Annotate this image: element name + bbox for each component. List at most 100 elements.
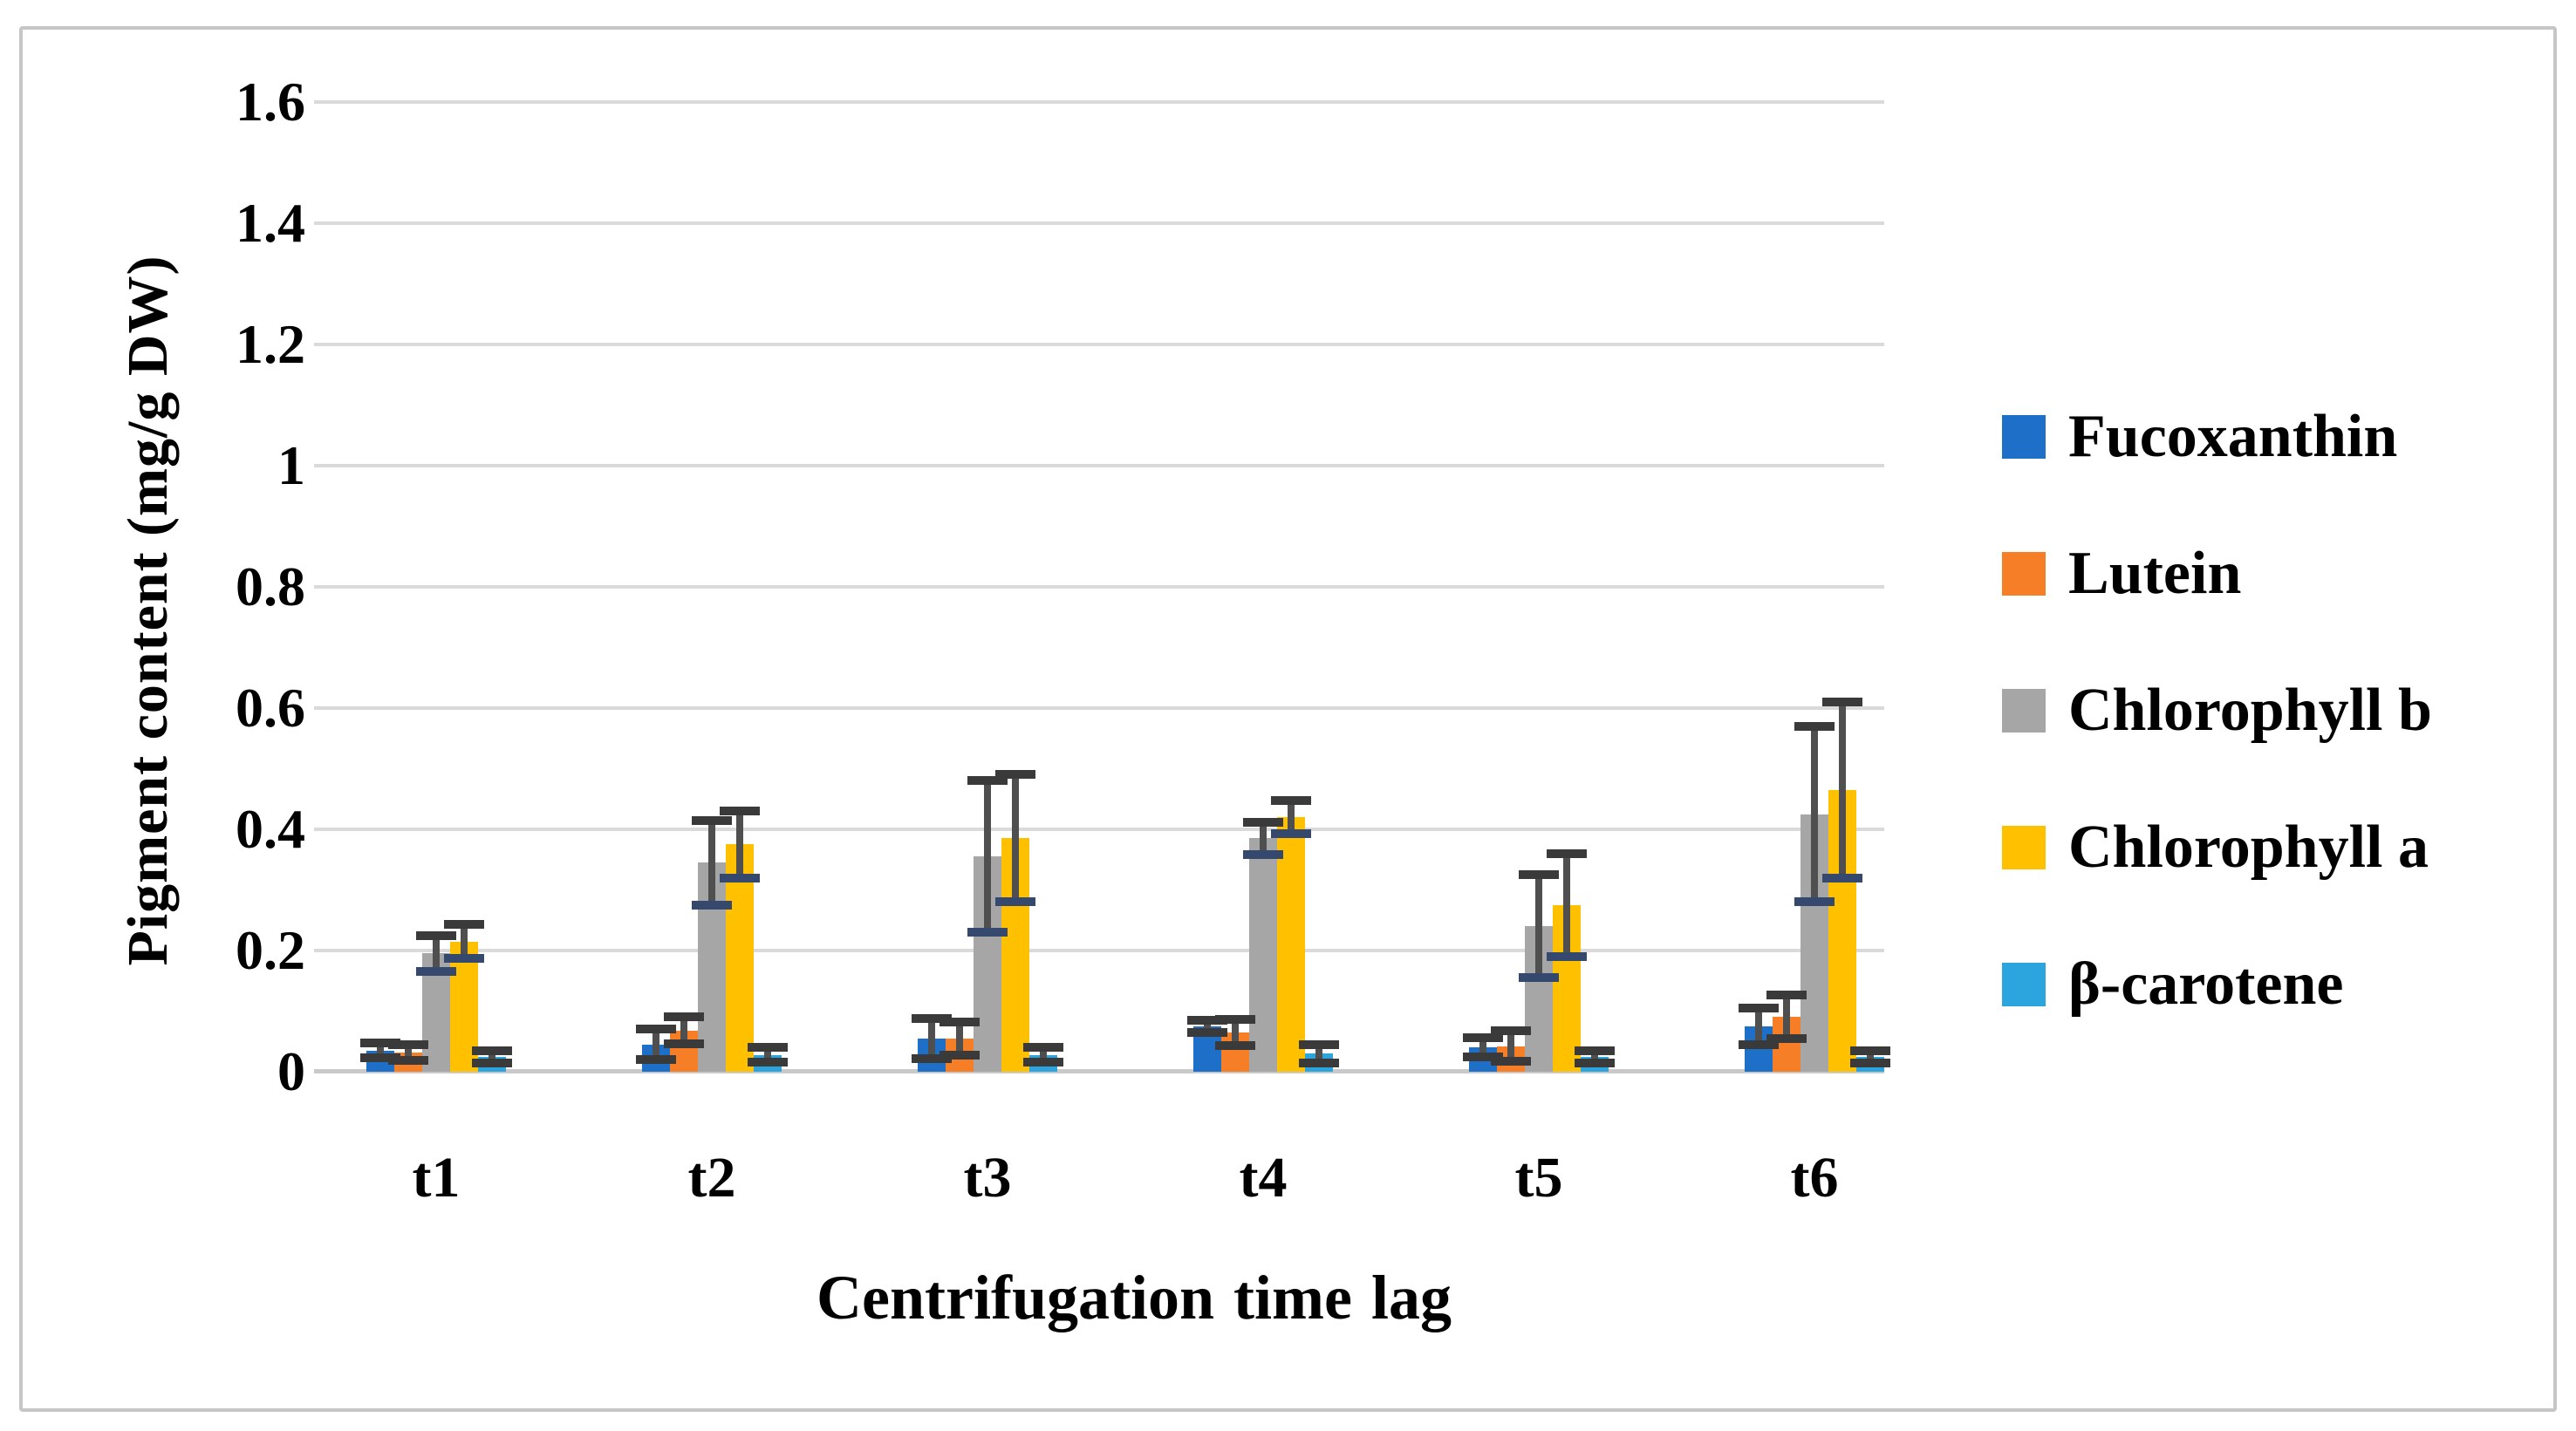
error-bar-fucoxanthin-t5 [1479,1038,1486,1058]
error-cap-lower [748,1057,788,1066]
error-cap-lower [664,1039,704,1049]
error-cap-lower [1822,873,1862,882]
legend-swatch-beta-carotene [2002,963,2046,1006]
error-cap-lower [444,954,484,964]
error-bar-chlorophyll-b-t2 [708,820,715,905]
bar-group-t5 [1463,102,1615,1072]
error-cap-lower [1023,1057,1063,1066]
error-cap-upper [416,930,456,940]
gridline [314,949,1884,952]
error-bar-chlorophyll-b-t4 [1260,822,1267,855]
x-tick-label-t6: t6 [1790,1146,1839,1210]
error-cap-upper [1766,991,1807,1000]
error-cap-lower [1215,1041,1255,1051]
error-cap-lower [1739,1039,1779,1049]
error-bar-chlorophyll-a-t3 [1012,774,1019,903]
bar-group-t6 [1739,102,1890,1072]
error-cap-lower [472,1058,512,1067]
error-cap-upper [1271,796,1311,806]
error-cap-upper [472,1046,512,1055]
error-cap-lower [636,1055,676,1065]
error-cap-lower [1519,973,1559,983]
y-tick-label: 1.6 [236,71,305,133]
error-bar-lutein-t1 [405,1044,412,1060]
bar-chlorophyll-a-t2 [726,844,754,1072]
error-cap-upper [1519,870,1559,880]
legend-item-lutein: Lutein [2002,540,2432,608]
y-tick-label: 0.6 [236,677,305,739]
error-bar-chlorophyll-b-t1 [433,935,440,972]
legend-label-beta-carotene: β-carotene [2068,951,2344,1018]
error-cap-lower [692,900,732,910]
error-cap-lower [1463,1053,1503,1062]
y-tick-label: 1.2 [236,313,305,375]
error-cap-lower [1850,1058,1890,1067]
error-cap-upper [1822,698,1862,707]
legend-label-chlorophyll-a: Chlorophyll a [2068,814,2429,881]
bar-chlorophyll-a-t4 [1277,817,1305,1072]
bar-group-t2 [636,102,788,1072]
error-cap-upper [664,1012,704,1022]
error-bar-fucoxanthin-t1 [377,1043,384,1059]
y-tick-label: 0.4 [236,798,305,860]
legend-item-chlorophyll-b: Chlorophyll b [2002,677,2432,745]
error-bar-chlorophyll-b-t5 [1535,875,1542,978]
x-tick-label-t5: t5 [1514,1146,1563,1210]
error-cap-lower [1243,849,1283,859]
error-bar-lutein-t3 [956,1022,963,1055]
error-cap-lower [1271,828,1311,838]
legend-item-fucoxanthin: Fucoxanthin [2002,403,2432,471]
error-cap-upper [1794,721,1835,731]
gridline [314,706,1884,710]
error-cap-upper [940,1018,980,1027]
gridline [314,464,1884,467]
y-axis-tick-labels: 0 0.2 0.4 0.6 0.8 1 1.2 1.4 1.6 [0,74,305,1100]
error-cap-lower [388,1055,428,1065]
legend: Fucoxanthin Lutein Chlorophyll b Chlorophyl… [2002,403,2432,1019]
error-bar-beta-carotene-t3 [1040,1047,1047,1062]
error-cap-upper [1739,1004,1779,1013]
error-bar-fucoxanthin-t3 [928,1018,935,1059]
error-cap-upper [692,815,732,825]
error-cap-upper [388,1039,428,1049]
error-bar-lutein-t5 [1507,1031,1514,1062]
error-cap-upper [1187,1015,1227,1025]
gridline [314,100,1884,104]
error-bar-fucoxanthin-t6 [1755,1008,1762,1045]
error-cap-upper [720,807,760,816]
error-cap-lower [1491,1057,1531,1066]
legend-swatch-fucoxanthin [2002,415,2046,459]
legend-item-beta-carotene: β-carotene [2002,951,2432,1019]
error-bar-beta-carotene-t1 [489,1050,495,1063]
legend-label-lutein: Lutein [2068,540,2242,607]
bar-chlorophyll-b-t4 [1249,838,1277,1072]
error-cap-upper [1215,1014,1255,1024]
error-cap-upper [444,920,484,930]
error-cap-upper [1299,1039,1339,1049]
error-cap-upper [748,1043,788,1053]
error-cap-lower [1187,1027,1227,1037]
error-bar-lutein-t2 [680,1017,687,1045]
y-tick-label: 0.2 [236,919,305,981]
legend-swatch-chlorophyll-a [2002,826,2046,869]
error-cap-lower [912,1053,952,1063]
bar-group-t4 [1187,102,1339,1072]
error-bar-chlorophyll-a-t2 [736,811,743,878]
x-tick-label-t1: t1 [412,1146,461,1210]
x-axis-line [314,1069,1884,1073]
x-tick-label-t3: t3 [963,1146,1012,1210]
bar-groups [314,102,1890,1072]
figure-border [19,26,2557,1412]
error-cap-upper [995,770,1035,780]
error-cap-upper [1463,1033,1503,1043]
error-cap-lower [1299,1058,1339,1067]
x-axis-tick-labels: t1 t2 t3 t4 t5 t6 [314,1149,1884,1207]
error-cap-upper [636,1025,676,1034]
gridline [314,343,1884,346]
error-bar-beta-carotene-t2 [764,1047,771,1062]
error-cap-lower [1547,951,1587,961]
error-bar-chlorophyll-a-t6 [1839,702,1846,878]
error-bar-beta-carotene-t4 [1315,1044,1322,1063]
error-cap-lower [1575,1058,1615,1067]
